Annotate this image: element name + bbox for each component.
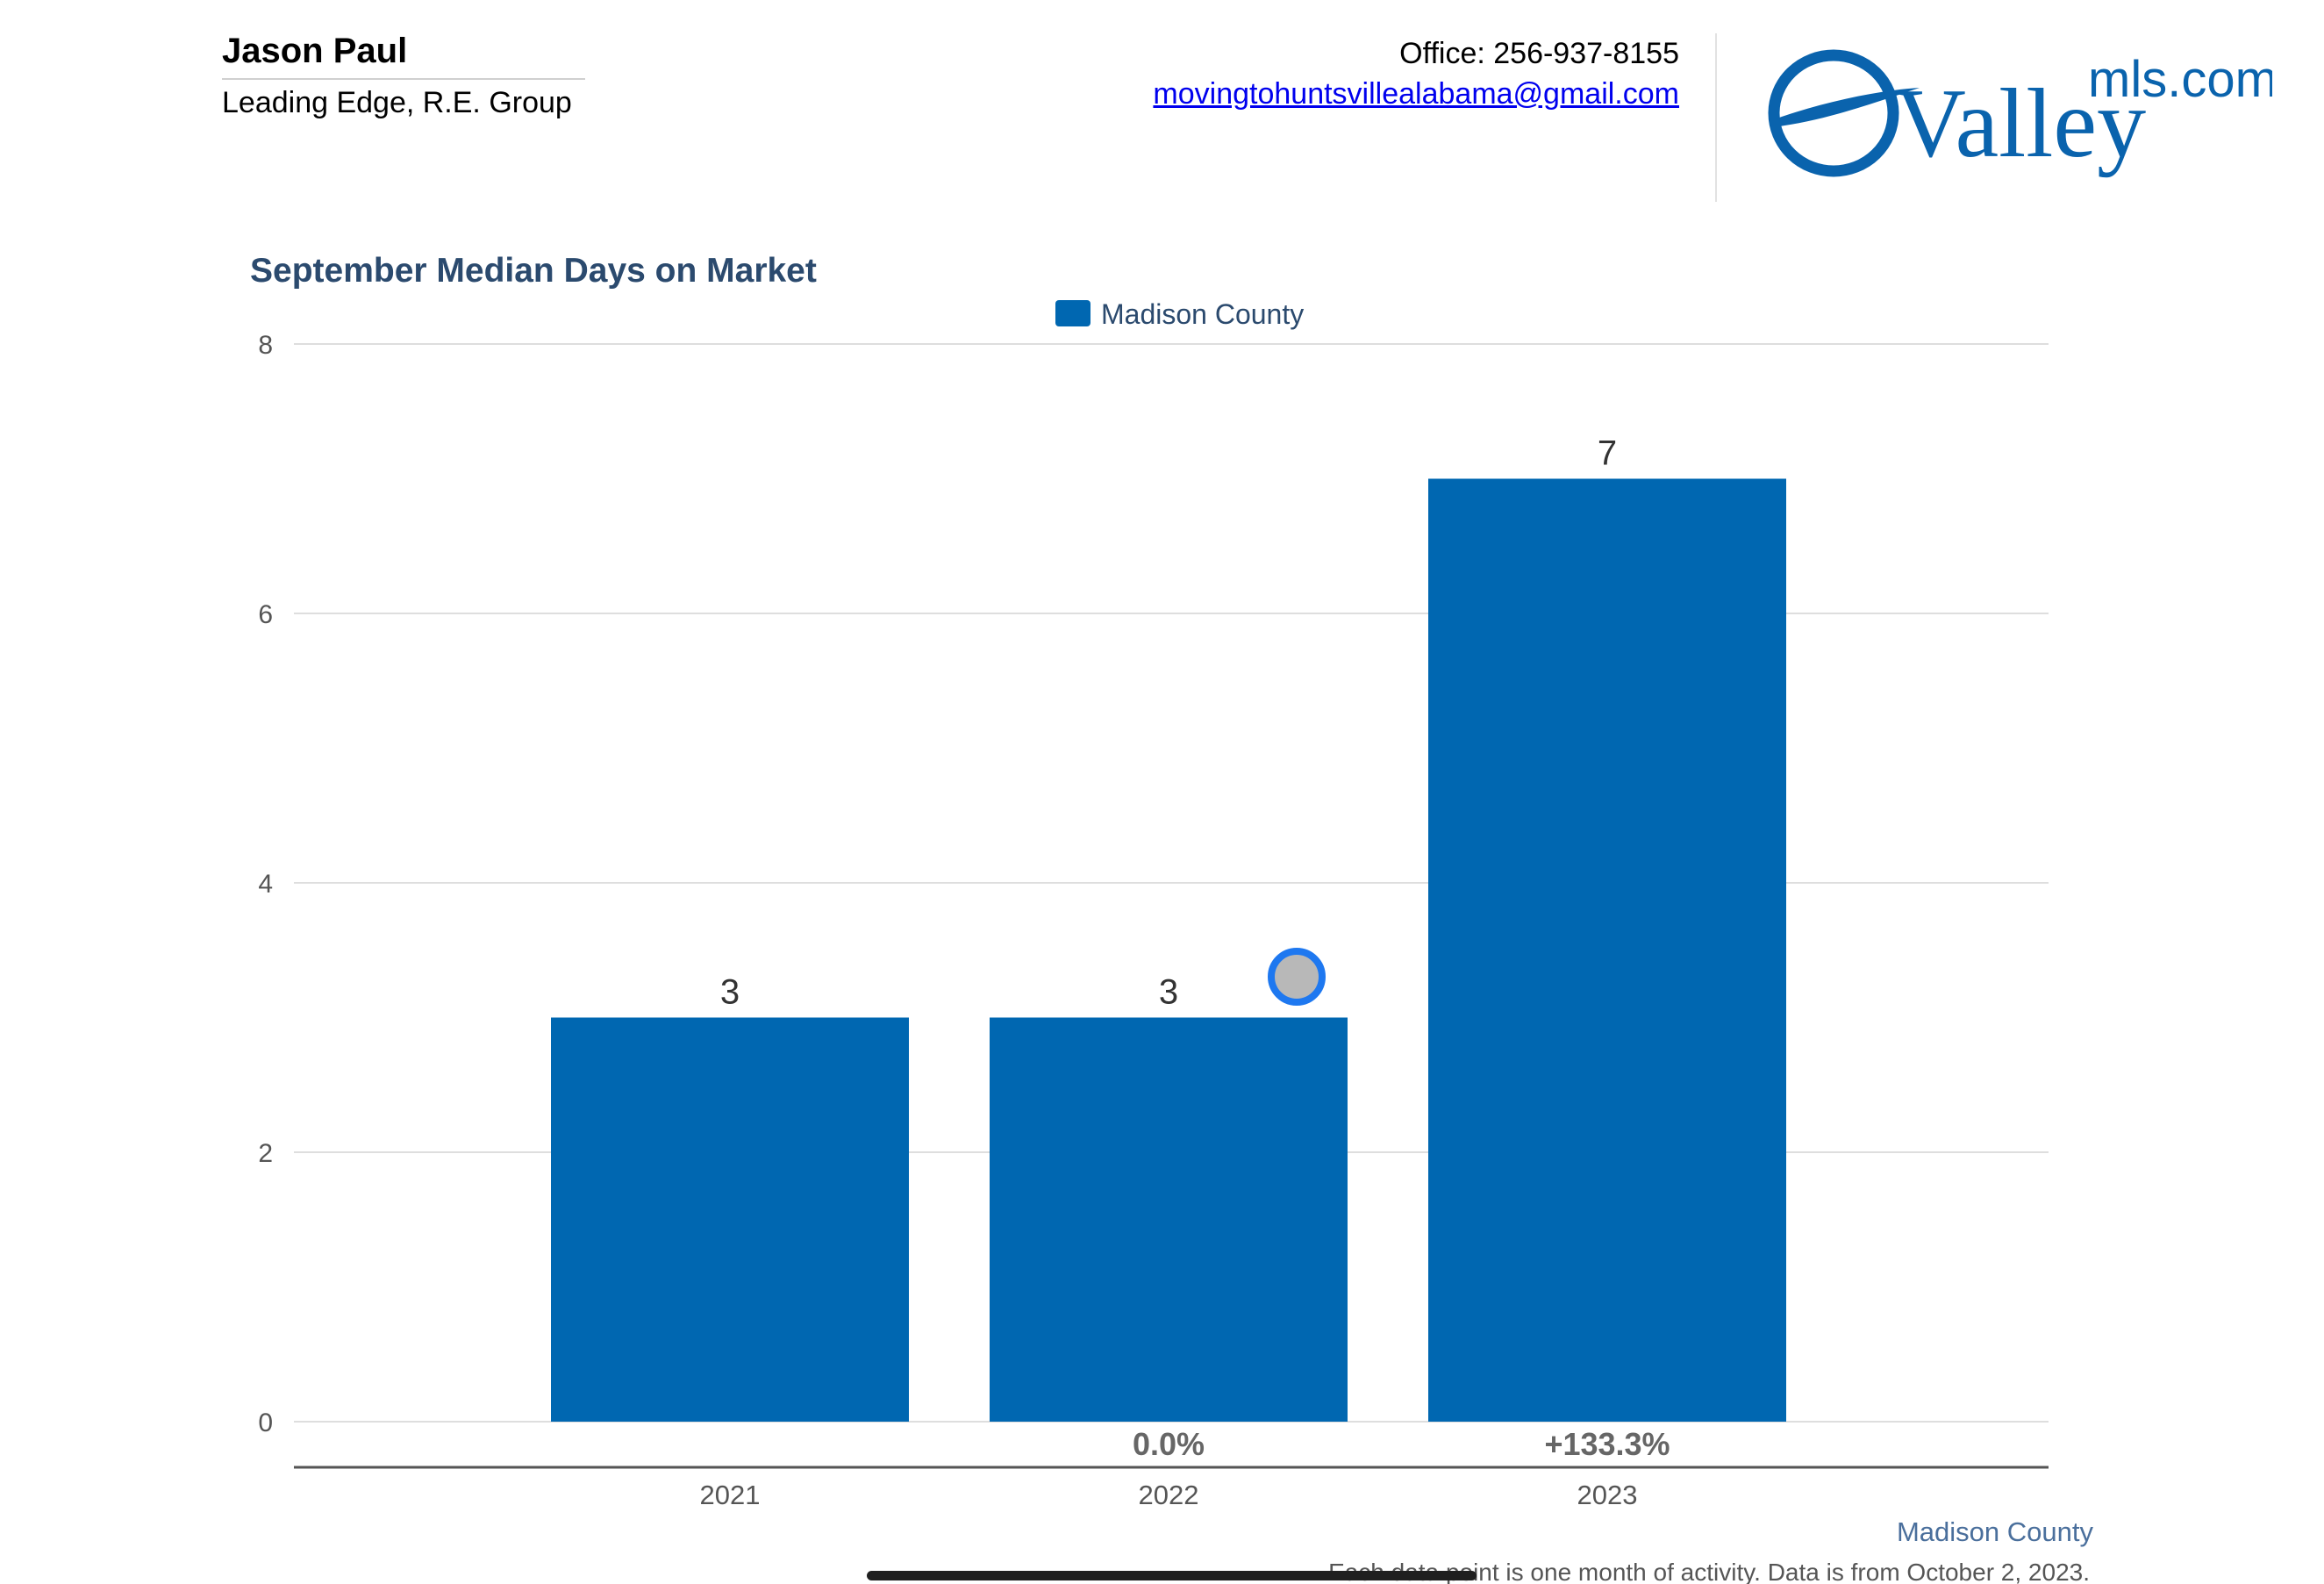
legend-swatch — [1055, 300, 1090, 326]
bar-2022[interactable] — [990, 1017, 1348, 1423]
header-divider — [1715, 33, 1717, 202]
agent-name: Jason Paul — [222, 32, 408, 70]
bar-value-label: 7 — [1598, 434, 1617, 473]
logo-mls-text: mls.com — [2088, 51, 2272, 108]
email-link[interactable]: movingtohuntsvillealabama@gmail.com — [1153, 77, 1679, 111]
y-tick-label: 0 — [258, 1408, 273, 1437]
change-label: +133.3% — [1544, 1426, 1670, 1462]
bar-value-label: 3 — [1159, 973, 1178, 1012]
valleymls-logo: Valley mls.com — [1768, 49, 2272, 178]
logo-valley-text: Valley — [1895, 69, 2146, 178]
bar-2023[interactable] — [1428, 478, 1786, 1423]
y-tick-label: 6 — [258, 600, 273, 629]
y-tick-label: 4 — [258, 870, 273, 899]
logo-swoosh-icon — [1768, 49, 1899, 177]
x-tick-label: 2023 — [1577, 1480, 1638, 1510]
y-tick-label: 8 — [258, 331, 273, 360]
x-axis-labels: 2021 2022 2023 — [700, 1480, 1638, 1510]
chart-title: September Median Days on Market — [250, 252, 817, 290]
x-tick-label: 2022 — [1139, 1480, 1199, 1510]
bar-value-label: 3 — [720, 973, 740, 1012]
change-label: 0.0% — [1133, 1426, 1205, 1462]
region-link[interactable]: Madison County — [1897, 1516, 2094, 1547]
x-tick-label: 2021 — [700, 1480, 761, 1510]
touch-indicator — [1268, 948, 1326, 1006]
agent-company: Leading Edge, R.E. Group — [222, 86, 572, 119]
y-tick-label: 2 — [258, 1139, 273, 1168]
agent-underline — [222, 78, 585, 80]
office-phone: Office: 256-937-8155 — [1399, 37, 1679, 70]
bars: 3 3 0.0% 7 +133.3% — [551, 434, 1786, 1462]
home-indicator — [867, 1571, 1477, 1580]
logo-wing-icon — [1779, 88, 1920, 126]
legend-label: Madison County — [1101, 298, 1304, 330]
bar-2021[interactable] — [551, 1017, 909, 1423]
